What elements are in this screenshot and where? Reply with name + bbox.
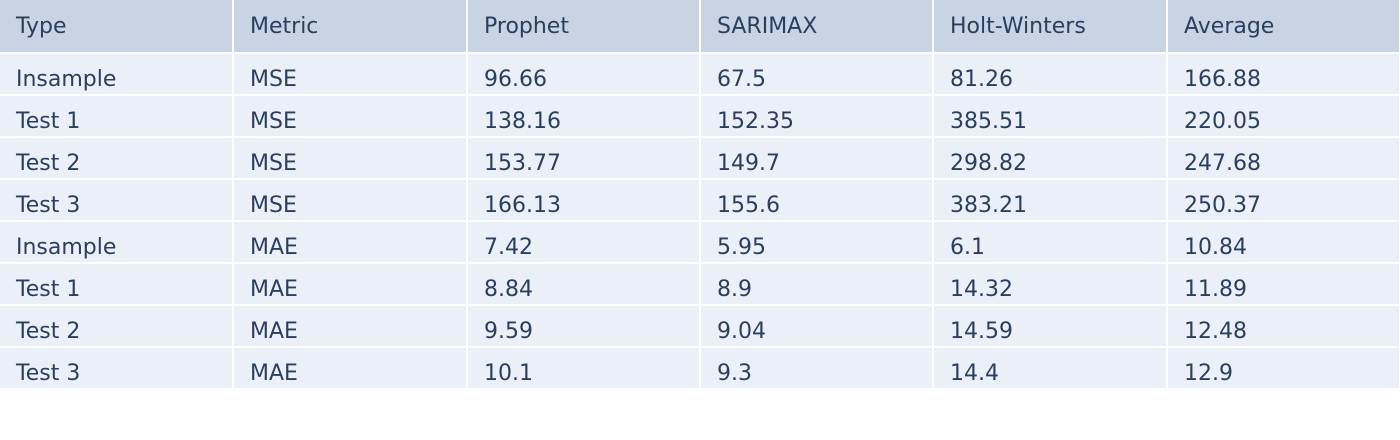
column-header-type: Type [0, 0, 234, 54]
table-row: Test 2 MSE 153.77 149.7 298.82 247.68 [0, 136, 1400, 180]
table-cell: 14.59 [932, 304, 1168, 348]
table-cell: 166.88 [1166, 52, 1400, 96]
table-row: Test 1 MAE 8.84 8.9 14.32 11.89 [0, 262, 1400, 306]
table-row: Test 3 MSE 166.13 155.6 383.21 250.37 [0, 178, 1400, 222]
table-cell: 385.51 [932, 94, 1168, 138]
table-cell: 10.84 [1166, 220, 1400, 264]
table-cell: 7.42 [466, 220, 701, 264]
table-cell: Test 3 [0, 178, 234, 222]
table-container: Type Metric Prophet SARIMAX Holt-Winters Aver… [0, 0, 1400, 390]
table-cell: 14.4 [932, 346, 1168, 390]
table-cell: 12.9 [1166, 346, 1400, 390]
table-cell: Test 3 [0, 346, 234, 390]
table-cell: 298.82 [932, 136, 1168, 180]
column-header-average: Average [1166, 0, 1400, 54]
table-cell: 149.7 [699, 136, 934, 180]
table-row: Test 3 MAE 10.1 9.3 14.4 12.9 [0, 346, 1400, 390]
header-row: Type Metric Prophet SARIMAX Holt-Winters Aver… [0, 0, 1400, 54]
table-cell: MSE [232, 178, 468, 222]
table-cell: 81.26 [932, 52, 1168, 96]
column-header-metric: Metric [232, 0, 468, 54]
table-cell: 14.32 [932, 262, 1168, 306]
table-cell: 152.35 [699, 94, 934, 138]
table-body: Insample MSE 96.66 67.5 81.26 166.88 Test 1 MSE… [0, 52, 1400, 390]
table-cell: 155.6 [699, 178, 934, 222]
table-cell: Test 1 [0, 262, 234, 306]
table-cell: MSE [232, 94, 468, 138]
column-header-prophet: Prophet [466, 0, 701, 54]
table-cell: 11.89 [1166, 262, 1400, 306]
table-cell: 247.68 [1166, 136, 1400, 180]
table-cell: 10.1 [466, 346, 701, 390]
table-cell: 250.37 [1166, 178, 1400, 222]
table-cell: 153.77 [466, 136, 701, 180]
table-cell: MSE [232, 136, 468, 180]
table-cell: 8.84 [466, 262, 701, 306]
table-cell: 383.21 [932, 178, 1168, 222]
table-cell: 9.3 [699, 346, 934, 390]
column-header-holt-winters: Holt-Winters [932, 0, 1168, 54]
table-cell: MAE [232, 346, 468, 390]
table-cell: 67.5 [699, 52, 934, 96]
table-cell: 12.48 [1166, 304, 1400, 348]
table-row: Insample MSE 96.66 67.5 81.26 166.88 [0, 52, 1400, 96]
table-cell: 220.05 [1166, 94, 1400, 138]
table-cell: 8.9 [699, 262, 934, 306]
table-cell: MAE [232, 304, 468, 348]
table-cell: 96.66 [466, 52, 701, 96]
table-row: Insample MAE 7.42 5.95 6.1 10.84 [0, 220, 1400, 264]
table-cell: 166.13 [466, 178, 701, 222]
table-cell: Test 2 [0, 136, 234, 180]
metrics-table: Type Metric Prophet SARIMAX Holt-Winters Aver… [0, 0, 1400, 390]
table-cell: Test 1 [0, 94, 234, 138]
table-cell: Insample [0, 52, 234, 96]
table-cell: Test 2 [0, 304, 234, 348]
table-cell: 9.59 [466, 304, 701, 348]
table-cell: 138.16 [466, 94, 701, 138]
table-cell: 5.95 [699, 220, 934, 264]
table-row: Test 2 MAE 9.59 9.04 14.59 12.48 [0, 304, 1400, 348]
table-cell: MSE [232, 52, 468, 96]
table-row: Test 1 MSE 138.16 152.35 385.51 220.05 [0, 94, 1400, 138]
table-cell: MAE [232, 262, 468, 306]
table-cell: 6.1 [932, 220, 1168, 264]
column-header-sarimax: SARIMAX [699, 0, 934, 54]
table-cell: 9.04 [699, 304, 934, 348]
table-cell: MAE [232, 220, 468, 264]
table-cell: Insample [0, 220, 234, 264]
